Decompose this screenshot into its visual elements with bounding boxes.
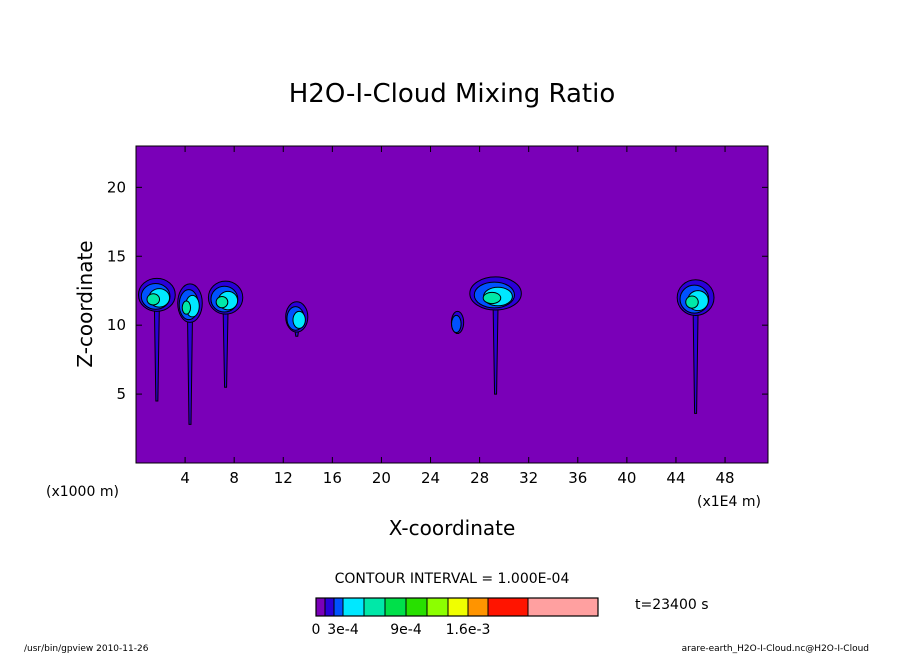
cloud-cell — [285, 301, 309, 337]
colorbar-swatch — [324, 597, 335, 617]
colorbar-label: 1.6e-3 — [446, 622, 491, 638]
chart-title: H2O-I-Cloud Mixing Ratio — [289, 79, 616, 109]
contour-interval-label: CONTOUR INTERVAL = 1.000E-04 — [335, 571, 570, 587]
x-tick-label: 12 — [274, 469, 293, 487]
colorbar-swatch — [384, 597, 407, 617]
x-tick-label: 40 — [617, 469, 636, 487]
colorbar-swatch — [447, 597, 469, 617]
x-axis-ticks: 4 8 12 16 20 24 28 32 36 40 44 48 — [180, 146, 735, 487]
colorbar-swatch — [333, 597, 344, 617]
x-unit-left: (x1000 m) — [46, 484, 119, 500]
colorbar-swatch — [467, 597, 489, 617]
colorbar — [315, 597, 599, 617]
cloud-cell — [676, 279, 715, 414]
y-axis-ticks: 5 10 15 20 — [107, 178, 768, 403]
x-tick-label: 44 — [666, 469, 685, 487]
time-label: t=23400 s — [635, 597, 709, 613]
colorbar-labels: 0 3e-4 9e-4 1.6e-3 — [312, 622, 491, 638]
colorbar-label: 0 — [312, 622, 321, 638]
x-tick-label: 24 — [421, 469, 440, 487]
cloud-cell — [469, 276, 522, 395]
cloud-cell — [137, 277, 176, 402]
x-unit-right: (x1E4 m) — [697, 494, 761, 510]
x-tick-label: 4 — [180, 469, 190, 487]
contour-level-4 — [215, 295, 229, 309]
colorbar-label: 3e-4 — [327, 622, 359, 638]
x-tick-label: 20 — [372, 469, 391, 487]
contour-level-4 — [146, 293, 161, 306]
contour-level-4 — [685, 295, 699, 309]
y-tick-label: 5 — [116, 385, 126, 403]
x-tick-label: 16 — [323, 469, 342, 487]
x-tick-label: 8 — [229, 469, 239, 487]
y-tick-label: 15 — [107, 247, 126, 265]
colorbar-swatch — [405, 597, 428, 617]
x-tick-label: 48 — [716, 469, 735, 487]
footer-right: arare-earth_H2O-I-Cloud.nc@H2O-I-Cloud — [682, 644, 869, 654]
colorbar-label: 9e-4 — [390, 622, 422, 638]
colorbar-swatch — [363, 597, 386, 617]
footer-left: /usr/bin/gpview 2010-11-26 — [24, 644, 149, 654]
x-tick-label: 36 — [568, 469, 587, 487]
colorbar-swatch — [315, 597, 326, 617]
cloud-cell — [207, 280, 244, 388]
contour-cells — [137, 276, 715, 425]
colorbar-swatch — [426, 597, 449, 617]
contour-level-4 — [482, 291, 502, 305]
cloud-cell — [177, 283, 203, 425]
contour-level-4 — [181, 300, 192, 315]
x-tick-label: 28 — [470, 469, 489, 487]
colorbar-swatch — [342, 597, 365, 617]
colorbar-swatch — [527, 597, 599, 617]
y-tick-label: 20 — [107, 178, 126, 196]
x-tick-label: 32 — [519, 469, 538, 487]
plot-frame — [135, 145, 769, 464]
cloud-cell — [450, 310, 465, 334]
colorbar-frame — [315, 597, 599, 617]
x-axis-label: X-coordinate — [389, 516, 516, 540]
y-axis-label: Z-coordinate — [73, 240, 97, 367]
y-tick-label: 10 — [107, 316, 126, 334]
contour-level-2 — [451, 314, 462, 334]
contour-level-3 — [292, 310, 306, 329]
colorbar-swatch — [487, 597, 529, 617]
